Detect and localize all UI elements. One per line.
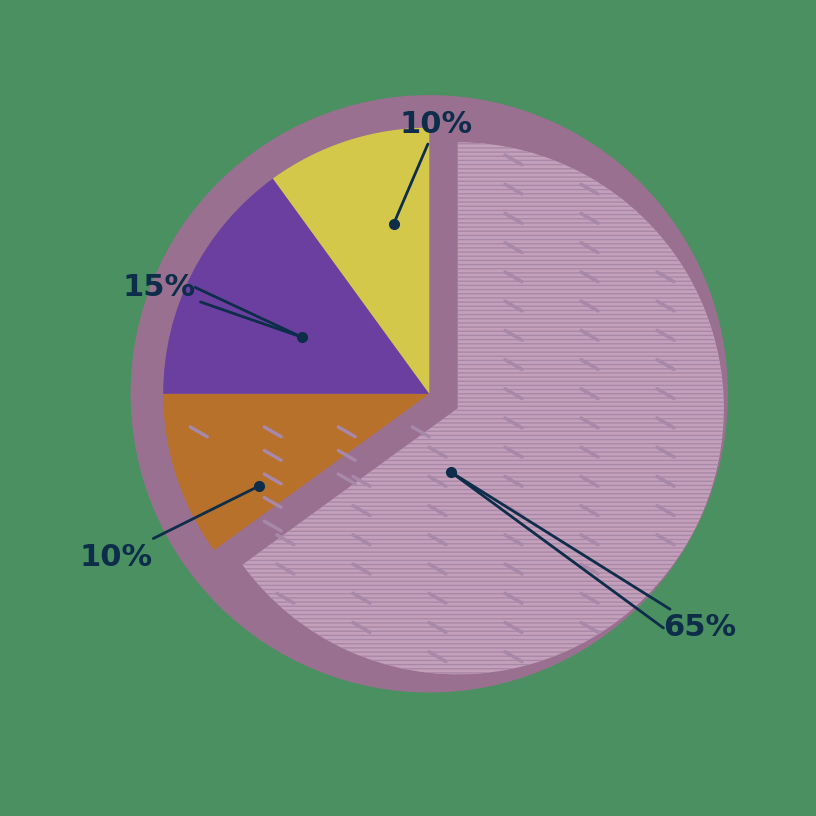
Text: 15%: 15%: [122, 273, 299, 336]
Wedge shape: [163, 179, 429, 394]
Wedge shape: [163, 394, 429, 550]
Wedge shape: [273, 128, 429, 394]
Text: 65%: 65%: [453, 473, 737, 642]
Circle shape: [131, 95, 727, 692]
Text: 10%: 10%: [395, 109, 473, 221]
Text: 10%: 10%: [79, 487, 256, 571]
Wedge shape: [242, 142, 724, 674]
